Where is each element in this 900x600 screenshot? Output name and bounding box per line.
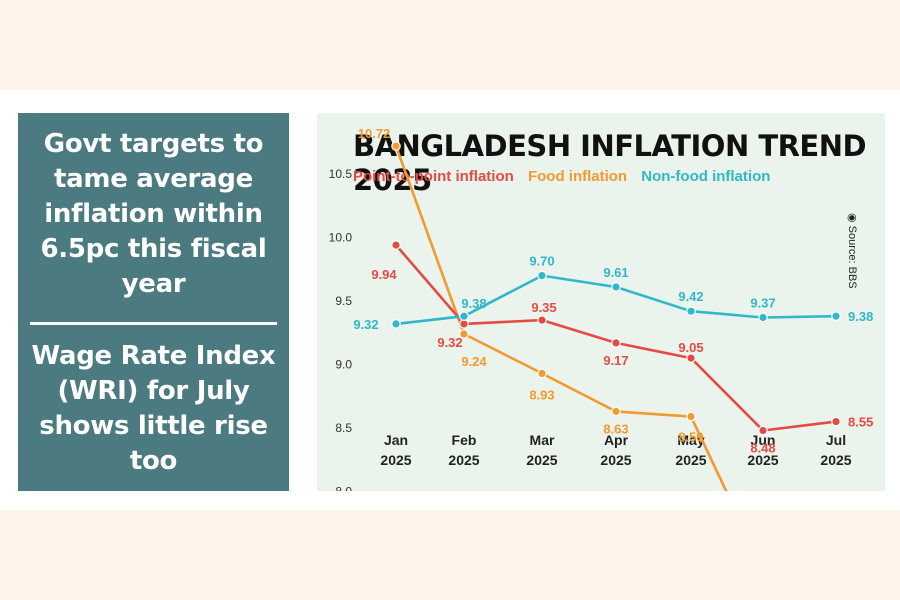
data-point-non-food bbox=[831, 311, 841, 321]
data-point-food bbox=[537, 368, 547, 379]
legend-non-food: Non-food inflation bbox=[641, 168, 771, 185]
x-tick-label-year: 2025 bbox=[747, 452, 778, 468]
x-tick-label-year: 2025 bbox=[380, 452, 411, 468]
y-tick-label: 8.5 bbox=[335, 421, 352, 435]
headline-panel: Govt targets to tame average inflation w… bbox=[18, 113, 289, 491]
y-tick-label: 8.0 bbox=[335, 485, 352, 492]
headline-divider bbox=[30, 322, 277, 325]
data-point-point-to-point bbox=[611, 338, 621, 348]
data-label-point-to-point: 9.32 bbox=[437, 335, 462, 350]
x-tick-label-year: 2025 bbox=[675, 452, 706, 468]
data-label-point-to-point: 9.05 bbox=[678, 340, 703, 355]
x-tick-label-month: Apr bbox=[604, 432, 629, 448]
data-point-non-food bbox=[391, 319, 401, 329]
data-point-non-food bbox=[611, 282, 621, 292]
data-label-food: 8.59 bbox=[678, 430, 703, 445]
y-tick-label: 10.0 bbox=[329, 231, 353, 245]
data-label-non-food: 9.37 bbox=[750, 296, 775, 311]
y-tick-label: 10.5 bbox=[329, 167, 353, 181]
data-point-non-food bbox=[758, 312, 768, 323]
data-label-point-to-point: 9.35 bbox=[531, 300, 556, 315]
data-point-point-to-point bbox=[391, 240, 401, 250]
x-tick-label-month: Jun bbox=[751, 432, 776, 448]
chart-legend: Point-to-point inflation Food inflation … bbox=[353, 168, 780, 185]
y-tick-label: 9.5 bbox=[335, 294, 352, 308]
data-point-point-to-point bbox=[758, 425, 768, 436]
data-label-non-food: 9.70 bbox=[529, 254, 554, 269]
x-tick-label-month: May bbox=[677, 432, 704, 448]
data-label-food: 8.93 bbox=[529, 387, 554, 402]
data-point-non-food bbox=[686, 306, 696, 316]
x-tick-label-year: 2025 bbox=[448, 452, 479, 468]
data-label-food: 10.72 bbox=[358, 126, 391, 141]
data-label-non-food: 9.38 bbox=[461, 296, 486, 311]
data-label-non-food: 9.38 bbox=[848, 309, 873, 324]
data-point-food bbox=[391, 141, 401, 151]
data-label-food: 8.63 bbox=[603, 422, 628, 437]
chart-title: BANGLADESH INFLATION TREND 2025 bbox=[353, 129, 867, 197]
y-tick-label: 9.0 bbox=[335, 358, 352, 372]
headline-text: Govt targets to tame average inflation w… bbox=[40, 129, 267, 299]
x-tick-label-month: Jan bbox=[384, 432, 408, 448]
data-point-non-food bbox=[459, 311, 469, 321]
data-point-food bbox=[611, 406, 621, 417]
data-point-non-food bbox=[537, 270, 547, 281]
x-tick-label-year: 2025 bbox=[600, 452, 631, 468]
x-tick-label-month: Feb bbox=[452, 432, 477, 448]
data-label-non-food: 9.32 bbox=[353, 317, 378, 332]
data-label-point-to-point: 9.94 bbox=[371, 267, 397, 282]
data-label-non-food: 9.61 bbox=[603, 265, 628, 280]
x-tick-label-month: Mar bbox=[530, 432, 555, 448]
inflation-line-chart: 10.510.09.59.08.58.07.5Jan2025Feb2025Mar… bbox=[329, 126, 873, 492]
legend-point-to-point: Point-to-point inflation bbox=[353, 168, 514, 185]
data-point-food bbox=[459, 329, 469, 339]
data-point-point-to-point bbox=[831, 416, 841, 427]
data-label-food: 9.24 bbox=[461, 354, 487, 369]
data-point-food bbox=[686, 411, 696, 422]
x-tick-label-month: Jul bbox=[826, 432, 846, 448]
data-label-point-to-point: 9.17 bbox=[603, 353, 628, 368]
data-point-point-to-point bbox=[537, 315, 547, 325]
data-label-non-food: 9.42 bbox=[678, 289, 703, 304]
x-tick-label-year: 2025 bbox=[820, 452, 851, 468]
data-label-point-to-point: 8.55 bbox=[848, 415, 873, 430]
data-point-point-to-point bbox=[686, 353, 696, 363]
legend-food: Food inflation bbox=[527, 168, 628, 185]
chart-panel: BANGLADESH INFLATION TREND 2025 Point-to… bbox=[317, 113, 885, 491]
data-label-point-to-point: 8.48 bbox=[750, 441, 775, 456]
x-tick-label-year: 2025 bbox=[526, 452, 557, 468]
subhead-text: Wage Rate Index (WRI) for July shows lit… bbox=[31, 341, 276, 476]
